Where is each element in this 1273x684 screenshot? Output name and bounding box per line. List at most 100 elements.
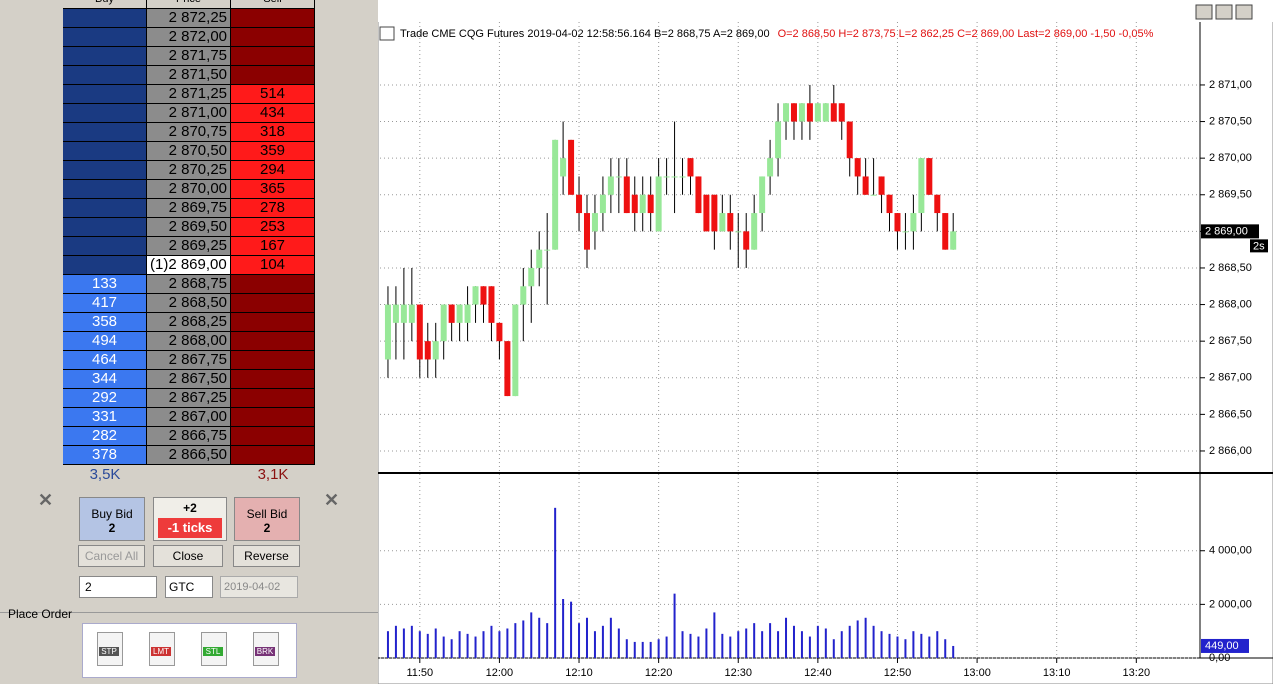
sell-cell[interactable]	[231, 389, 314, 407]
sell-cell[interactable]: 434	[231, 104, 314, 122]
sell-cell[interactable]	[231, 294, 314, 312]
x-tick-label: 12:50	[884, 667, 912, 679]
buy-cell[interactable]	[63, 237, 146, 255]
buy-cell[interactable]	[63, 142, 146, 160]
buy-cell[interactable]: 133	[63, 275, 146, 293]
buy-cell[interactable]: 378	[63, 446, 146, 464]
buy-cell[interactable]	[63, 123, 146, 141]
quantity-input[interactable]: 2	[79, 576, 157, 598]
volume-bar	[777, 631, 780, 658]
buy-cell[interactable]	[63, 66, 146, 84]
volume-bar	[402, 628, 405, 658]
sell-cell[interactable]: 167	[231, 237, 314, 255]
candle-body	[623, 176, 630, 214]
buy-cell[interactable]: 464	[63, 351, 146, 369]
close-button[interactable]: Close	[153, 545, 223, 567]
sell-cell[interactable]	[231, 332, 314, 350]
buy-cell[interactable]: 292	[63, 389, 146, 407]
sell-cell[interactable]	[231, 275, 314, 293]
order-type-icon[interactable]: STL	[201, 632, 227, 666]
x-tick-label: 13:00	[963, 667, 991, 679]
buy-cell[interactable]	[63, 104, 146, 122]
sell-cell[interactable]: 365	[231, 180, 314, 198]
candle-body	[631, 194, 638, 214]
window-button[interactable]	[1195, 4, 1213, 20]
candle-body	[496, 322, 503, 342]
buy-cell[interactable]	[63, 85, 146, 103]
sell-cell[interactable]	[231, 47, 314, 65]
buy-bid-button[interactable]: Buy Bid 2	[79, 497, 145, 541]
order-type-icon[interactable]: STP	[97, 632, 123, 666]
window-button[interactable]	[1235, 4, 1253, 20]
candle-body	[695, 176, 702, 214]
date-input[interactable]: 2019-04-02	[220, 576, 298, 598]
sell-cell[interactable]: 253	[231, 218, 314, 236]
volume-bar	[936, 631, 939, 658]
buy-cell[interactable]: 344	[63, 370, 146, 388]
buy-cell[interactable]: 494	[63, 332, 146, 350]
offset-box[interactable]: +2 -1 ticks	[153, 497, 227, 541]
sell-cell[interactable]	[231, 66, 314, 84]
order-type-icon[interactable]: BRK	[253, 632, 279, 666]
buy-cell[interactable]	[63, 161, 146, 179]
volume-bar	[554, 507, 557, 658]
cancel-all-button[interactable]: Cancel All	[78, 545, 145, 567]
sell-cell[interactable]	[231, 313, 314, 331]
column-header: Sell	[231, 0, 314, 8]
background	[378, 0, 1273, 684]
candle-body	[583, 213, 590, 250]
sell-cell[interactable]	[231, 427, 314, 445]
volume-bar	[713, 612, 716, 658]
buy-cell[interactable]	[63, 9, 146, 27]
volume-bar	[673, 593, 676, 658]
sell-cell[interactable]	[231, 351, 314, 369]
buy-cell[interactable]	[63, 218, 146, 236]
reverse-button[interactable]: Reverse	[233, 545, 300, 567]
order-type-label: STL	[203, 647, 223, 656]
sell-cell[interactable]: 104	[231, 256, 314, 274]
candle-body	[552, 139, 559, 250]
candle-body	[798, 103, 805, 122]
sell-cell[interactable]: 294	[231, 161, 314, 179]
sell-cell[interactable]: 278	[231, 199, 314, 217]
sell-bid-button[interactable]: Sell Bid 2	[234, 497, 300, 541]
window-button[interactable]	[1215, 4, 1233, 20]
volume-bar	[824, 628, 827, 658]
sell-cell[interactable]	[231, 408, 314, 426]
candle-body	[743, 231, 750, 250]
close-icon[interactable]: ✕	[38, 490, 54, 510]
volume-bar	[426, 633, 429, 658]
sell-cell[interactable]	[231, 9, 314, 27]
volume-bar	[434, 628, 437, 658]
sell-cell[interactable]: 359	[231, 142, 314, 160]
buy-cell[interactable]: 282	[63, 427, 146, 445]
order-type-icon[interactable]: LMT	[149, 632, 175, 666]
tif-select[interactable]: GTC	[165, 576, 213, 598]
buy-cell[interactable]	[63, 256, 146, 274]
sell-cell[interactable]: 514	[231, 85, 314, 103]
candle-body	[512, 304, 519, 397]
candle-body	[918, 158, 925, 214]
buy-cell[interactable]	[63, 180, 146, 198]
last-volume-box	[1201, 638, 1249, 653]
buy-cell[interactable]	[63, 47, 146, 65]
menu-button[interactable]	[379, 26, 395, 41]
volume-bar	[466, 633, 469, 658]
candle-body	[544, 249, 551, 251]
buy-cell[interactable]: 331	[63, 408, 146, 426]
close-icon[interactable]: ✕	[324, 490, 340, 510]
candle-body	[663, 176, 670, 178]
sell-cell[interactable]	[231, 28, 314, 46]
sell-cell[interactable]: 318	[231, 123, 314, 141]
y-tick-label: 2 868,00	[1209, 298, 1252, 310]
buy-cell[interactable]	[63, 28, 146, 46]
sell-cell[interactable]	[231, 370, 314, 388]
buy-cell[interactable]: 417	[63, 294, 146, 312]
buy-cell[interactable]	[63, 199, 146, 217]
sell-cell[interactable]	[231, 446, 314, 464]
volume-bar	[808, 636, 811, 658]
price-cell: 2 868,00	[147, 332, 230, 350]
buy-cell[interactable]: 358	[63, 313, 146, 331]
candle-body	[711, 194, 718, 232]
